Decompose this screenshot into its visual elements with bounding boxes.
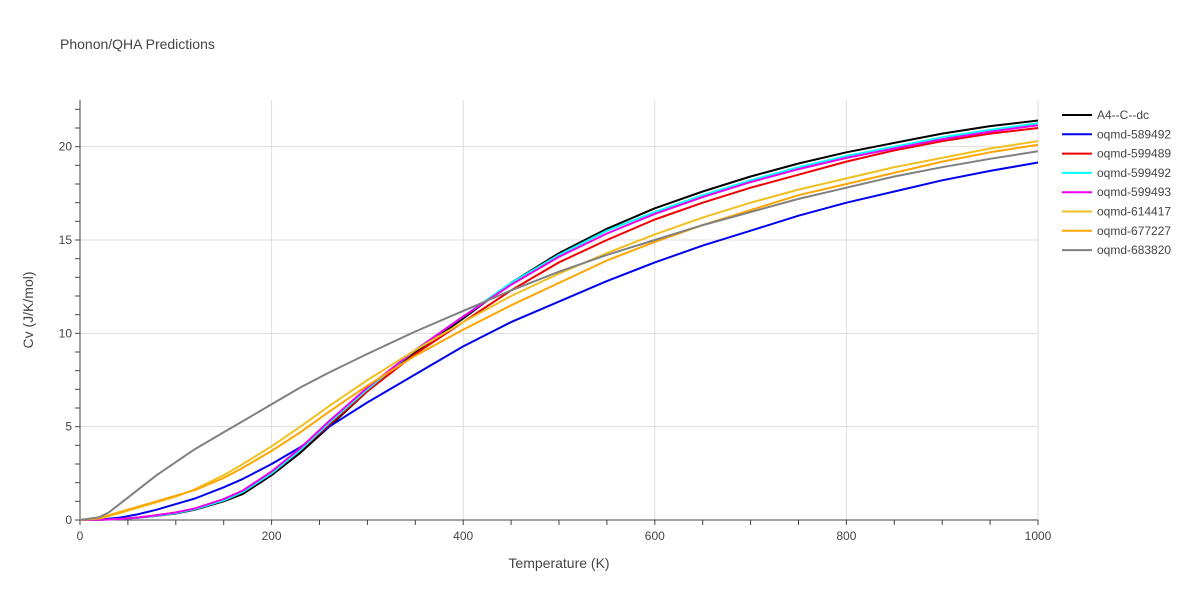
series-line-oqmd-589492 <box>79 161 1039 521</box>
x-tick-label: 200 <box>262 529 282 543</box>
y-tick-label: 10 <box>59 326 73 340</box>
legend-label: oqmd-599489 <box>1097 147 1171 161</box>
legend-item[interactable]: oqmd-677227 <box>1062 224 1171 238</box>
legend-item[interactable]: oqmd-599492 <box>1062 166 1171 180</box>
legend-label: A4--C--dc <box>1097 108 1149 122</box>
legend-label: oqmd-683820 <box>1097 243 1171 257</box>
chart-title: Phonon/QHA Predictions <box>60 36 215 52</box>
legend-item[interactable]: oqmd-614417 <box>1062 205 1171 219</box>
series-line-oqmd-677227 <box>79 143 1039 521</box>
legend-item[interactable]: oqmd-599489 <box>1062 147 1171 161</box>
series-line-A4--C--dc <box>79 119 1039 521</box>
tick-labels: 0 200 400 600 800 1000 0 5 10 15 20 <box>59 140 1052 543</box>
x-tick-label: 600 <box>645 529 665 543</box>
series-line-oqmd-683820 <box>79 150 1039 521</box>
legend-item[interactable]: oqmd-683820 <box>1062 243 1171 257</box>
y-tick-label: 20 <box>59 140 73 154</box>
x-tick-label: 800 <box>836 529 856 543</box>
legend-label: oqmd-677227 <box>1097 224 1171 238</box>
legend-item[interactable]: oqmd-589492 <box>1062 127 1171 141</box>
x-tick-label: 1000 <box>1025 529 1052 543</box>
y-tick-label: 0 <box>65 513 72 527</box>
legend: A4--C--dc oqmd-589492 oqmd-599489 oqmd-5994… <box>1062 108 1171 257</box>
legend-item[interactable]: A4--C--dc <box>1062 108 1149 122</box>
legend-label: oqmd-614417 <box>1097 205 1171 219</box>
x-tick-label: 0 <box>77 529 84 543</box>
series-lines <box>79 119 1039 521</box>
legend-label: oqmd-599493 <box>1097 185 1171 199</box>
axes <box>75 100 1039 525</box>
legend-item[interactable]: oqmd-599493 <box>1062 185 1171 199</box>
y-tick-label: 5 <box>65 420 72 434</box>
y-tick-label: 15 <box>59 233 73 247</box>
legend-label: oqmd-589492 <box>1097 127 1171 141</box>
series-line-oqmd-599489 <box>79 127 1039 521</box>
y-axis-title: Cv (J/K/mol) <box>20 272 36 349</box>
x-axis-title: Temperature (K) <box>508 555 609 571</box>
series-line-oqmd-599492 <box>79 122 1039 521</box>
x-tick-label: 400 <box>453 529 473 543</box>
series-line-oqmd-614417 <box>79 140 1039 521</box>
gridlines <box>80 100 1039 520</box>
series-line-oqmd-599493 <box>79 124 1039 521</box>
legend-label: oqmd-599492 <box>1097 166 1171 180</box>
